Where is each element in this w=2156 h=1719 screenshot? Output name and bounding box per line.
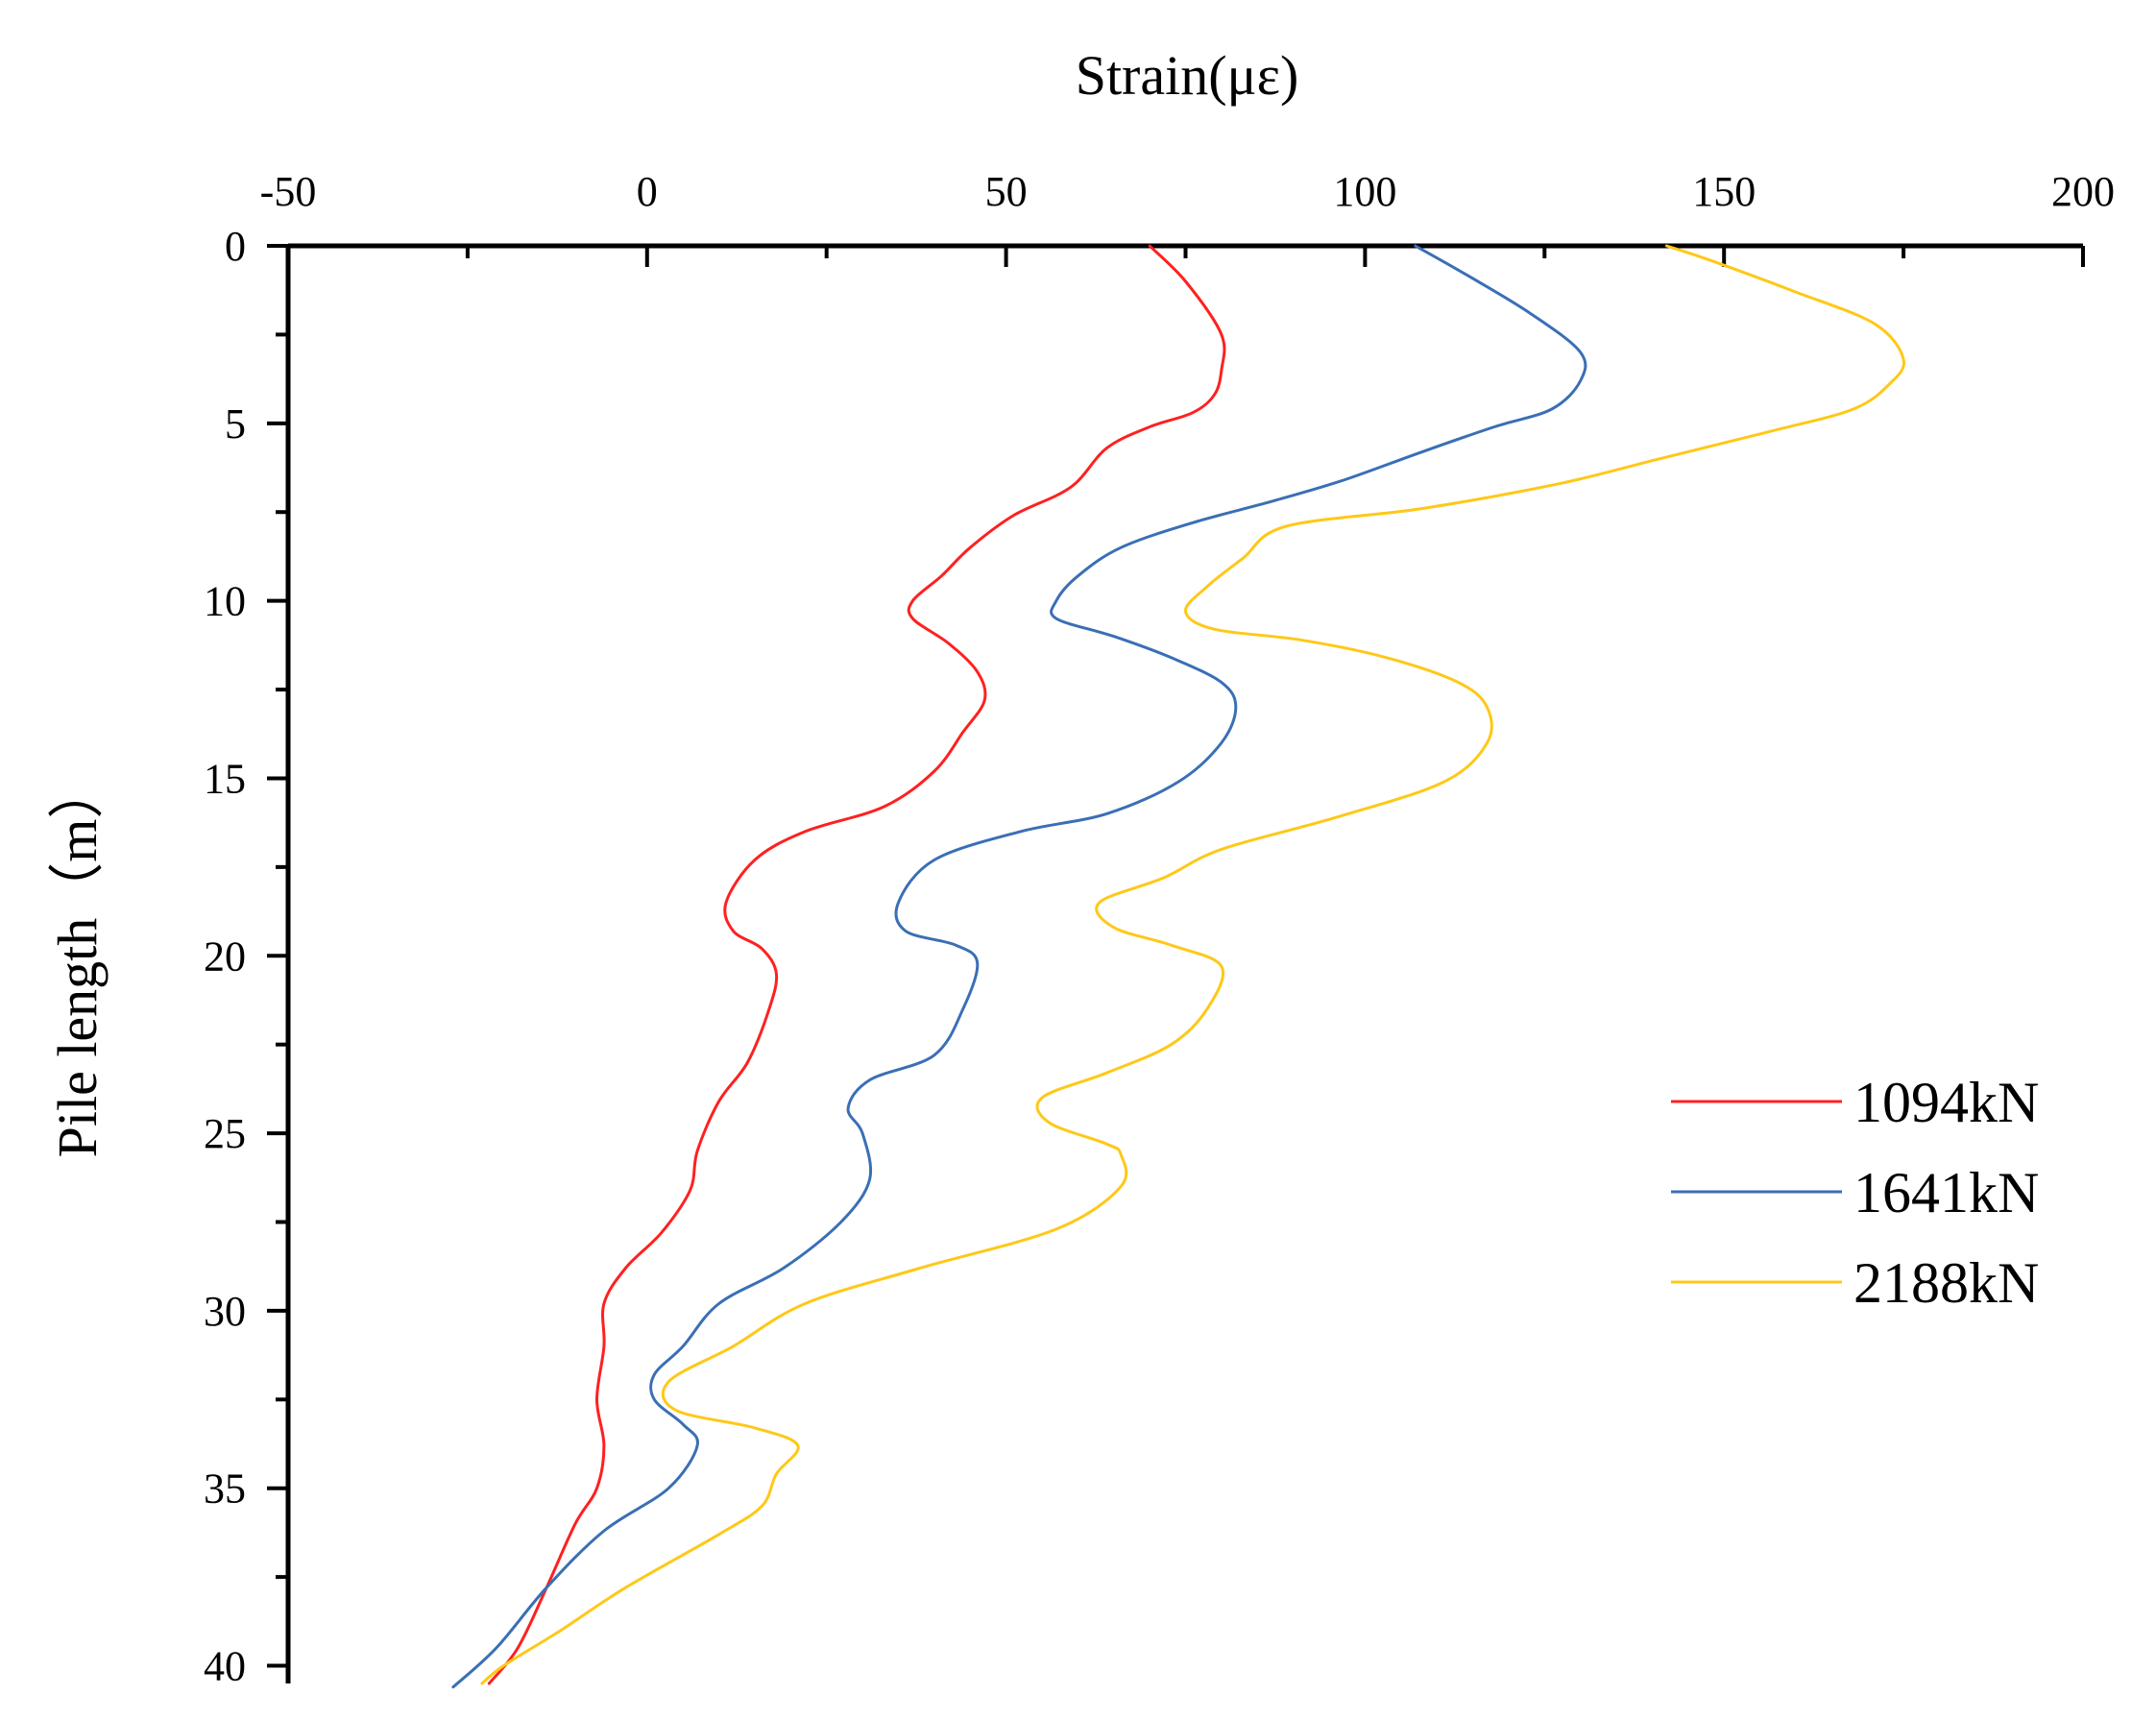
legend-label: 1094kN [1853,1071,2039,1134]
x-tick-label: 50 [985,168,1028,215]
x-tick-label: 150 [1692,168,1756,215]
legend-label: 1641kN [1853,1161,2039,1224]
y-tick-label: 30 [204,1288,246,1335]
x-tick-label: 0 [637,168,658,215]
x-tick-label: 200 [2051,168,2115,215]
series-group [451,244,1906,1689]
y-tick-label: 35 [204,1465,246,1513]
legend-label: 2188kN [1853,1251,2039,1315]
x-tick-label: 100 [1333,168,1396,215]
legend: 1094kN 1641kN 2188kN [1671,1071,2039,1315]
y-tick-label: 40 [204,1643,246,1690]
series-line-1094kN [487,244,1226,1685]
series-line-1641kN [451,244,1587,1689]
y-tick-label: 5 [225,400,246,448]
axes: -50 0 50 100 150 200 0 5 10 15 20 25 30 35 40 [204,168,2115,1690]
y-tick-label: 20 [204,932,246,980]
y-tick-label: 0 [225,223,246,270]
y-tick-label: 25 [204,1110,246,1157]
x-axis-title: Strain(με) [1076,44,1299,107]
y-axis-title: Pile length（m） [46,763,109,1158]
series-line-2188kN [480,244,1906,1685]
x-tick-label: -50 [260,168,317,215]
y-tick-label: 10 [204,578,246,625]
y-tick-label: 15 [204,755,246,802]
